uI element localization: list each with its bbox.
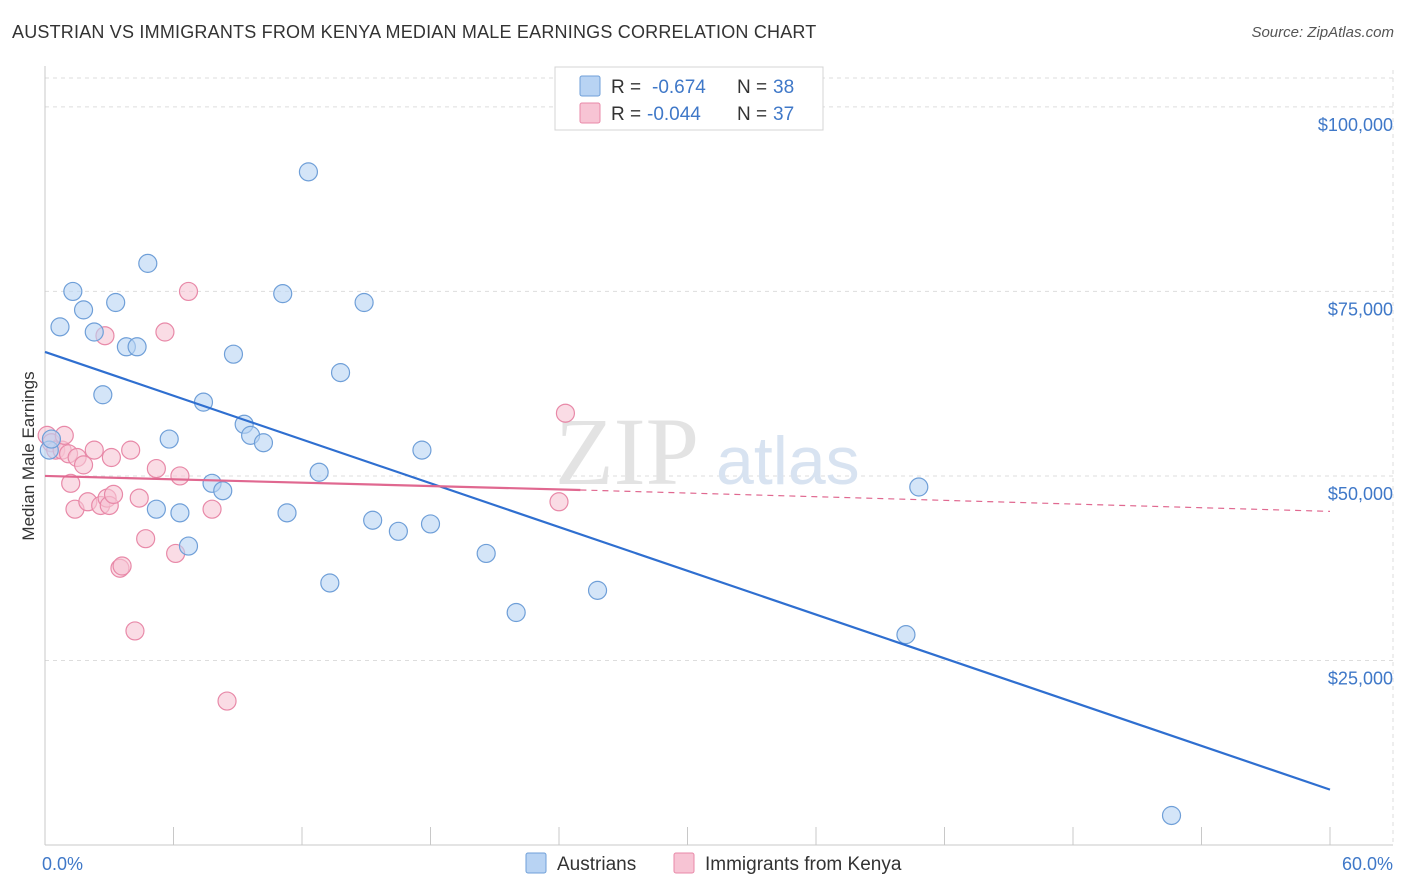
austrian-point-24 [298, 162, 319, 182]
austrian-point-5 [84, 322, 104, 342]
bottom-legend-label-kenya: Immigrants from Kenya [705, 854, 902, 875]
austrian-point-27 [330, 363, 351, 383]
kenya-point-29 [202, 499, 222, 519]
y-tick-label-2: $75,000 [1328, 299, 1393, 319]
legend-r-label-kenya: R = [611, 104, 641, 125]
kenya-point-17 [103, 484, 124, 505]
austrian-point-23 [277, 503, 297, 523]
legend-r-label-austrians: R = [611, 77, 641, 98]
grid-lines [45, 70, 1394, 845]
kenya-trend-extension [580, 489, 1331, 512]
y-tick-label-1: $50,000 [1328, 484, 1393, 504]
x-tick-label-max: 60.0% [1342, 854, 1393, 874]
austrian-point-21 [253, 433, 274, 453]
austrian-point-29 [363, 510, 383, 530]
kenya-point-6 [61, 473, 81, 493]
austrian-point-35 [587, 580, 608, 600]
watermark-zip: ZIP [555, 398, 699, 505]
austrian-point-33 [476, 543, 496, 564]
kenya-point-20 [121, 440, 141, 460]
austrian-point-14 [178, 536, 199, 556]
austrian-point-7 [106, 292, 126, 313]
trend-lines [44, 350, 1331, 791]
kenya-point-25 [155, 322, 175, 342]
austrian-point-10 [138, 253, 158, 273]
kenya-point-24 [146, 458, 166, 479]
legend-n-label-kenya: N = [737, 104, 767, 125]
legend-r-value-kenya: -0.044 [647, 104, 701, 125]
austrian-point-25 [309, 462, 329, 482]
kenya-point-30 [217, 691, 237, 711]
y-axis-label: Median Male Earnings [19, 371, 38, 540]
watermark: ZIP atlas [555, 398, 860, 505]
bottom-legend-label-austrians: Austrians [557, 854, 636, 875]
austrian-point-32 [420, 514, 441, 534]
austrian-point-11 [146, 499, 166, 519]
kenya-point-9 [73, 455, 94, 475]
kenya-point-31 [549, 492, 569, 512]
y-tick-label-3: $100,000 [1318, 115, 1393, 135]
kenya-point-22 [129, 488, 149, 508]
austrian-point-1 [41, 429, 62, 449]
stats-legend: R = -0.674 N = 38 R = -0.044 N = 37 [554, 66, 824, 131]
austrian-points [39, 162, 1182, 826]
austrian-point-30 [388, 521, 408, 541]
legend-n-value-kenya: 37 [773, 104, 794, 125]
y-tick-label-0: $25,000 [1328, 668, 1393, 688]
kenya-point-23 [136, 529, 156, 549]
austrian-point-2 [50, 317, 70, 337]
legend-swatch-austrians [579, 75, 601, 97]
austrian-point-22 [273, 284, 293, 304]
austrian-point-31 [412, 440, 432, 460]
chart-title: AUSTRIAN VS IMMIGRANTS FROM KENYA MEDIAN… [12, 22, 817, 42]
bottom-legend-swatch-austrians [525, 852, 547, 874]
austrian-point-13 [170, 503, 190, 523]
bottom-legend-swatch-kenya [673, 852, 695, 874]
y-tick-labels: $25,000 $50,000 $75,000 $100,000 [1318, 115, 1393, 689]
austrians-trend-line [44, 350, 1331, 791]
austrian-point-4 [73, 300, 94, 320]
watermark-atlas: atlas [716, 423, 860, 499]
kenya-point-21 [125, 621, 145, 641]
kenya-point-16 [101, 447, 121, 468]
austrian-point-18 [223, 344, 244, 364]
kenya-point-32 [555, 403, 576, 423]
austrian-point-9 [127, 337, 147, 357]
austrian-point-6 [93, 385, 113, 405]
austrian-point-38 [1161, 805, 1182, 826]
kenya-point-19 [112, 556, 132, 576]
austrian-point-12 [159, 429, 179, 449]
kenya-point-11 [84, 440, 104, 460]
kenya-points [37, 281, 576, 711]
series-legend: Austrians Immigrants from Kenya [525, 852, 902, 875]
legend-n-label-austrians: N = [737, 77, 767, 98]
austrian-point-3 [63, 281, 83, 302]
legend-n-value-austrians: 38 [773, 77, 794, 98]
austrian-point-36 [896, 625, 916, 645]
austrian-point-34 [506, 602, 526, 623]
austrian-point-28 [354, 292, 374, 313]
austrian-point-37 [909, 477, 929, 497]
x-tick-labels: 0.0% 60.0% [42, 854, 1393, 874]
x-tick-label-min: 0.0% [42, 854, 83, 874]
austrian-point-26 [320, 573, 340, 593]
kenya-trend-line [44, 474, 581, 492]
legend-r-value-austrians: -0.674 [652, 77, 706, 98]
kenya-point-28 [178, 281, 199, 302]
chart-source: Source: ZipAtlas.com [1251, 24, 1394, 41]
kenya-point-27 [170, 466, 190, 486]
legend-swatch-kenya [579, 102, 601, 124]
austrian-point-17 [213, 481, 233, 501]
